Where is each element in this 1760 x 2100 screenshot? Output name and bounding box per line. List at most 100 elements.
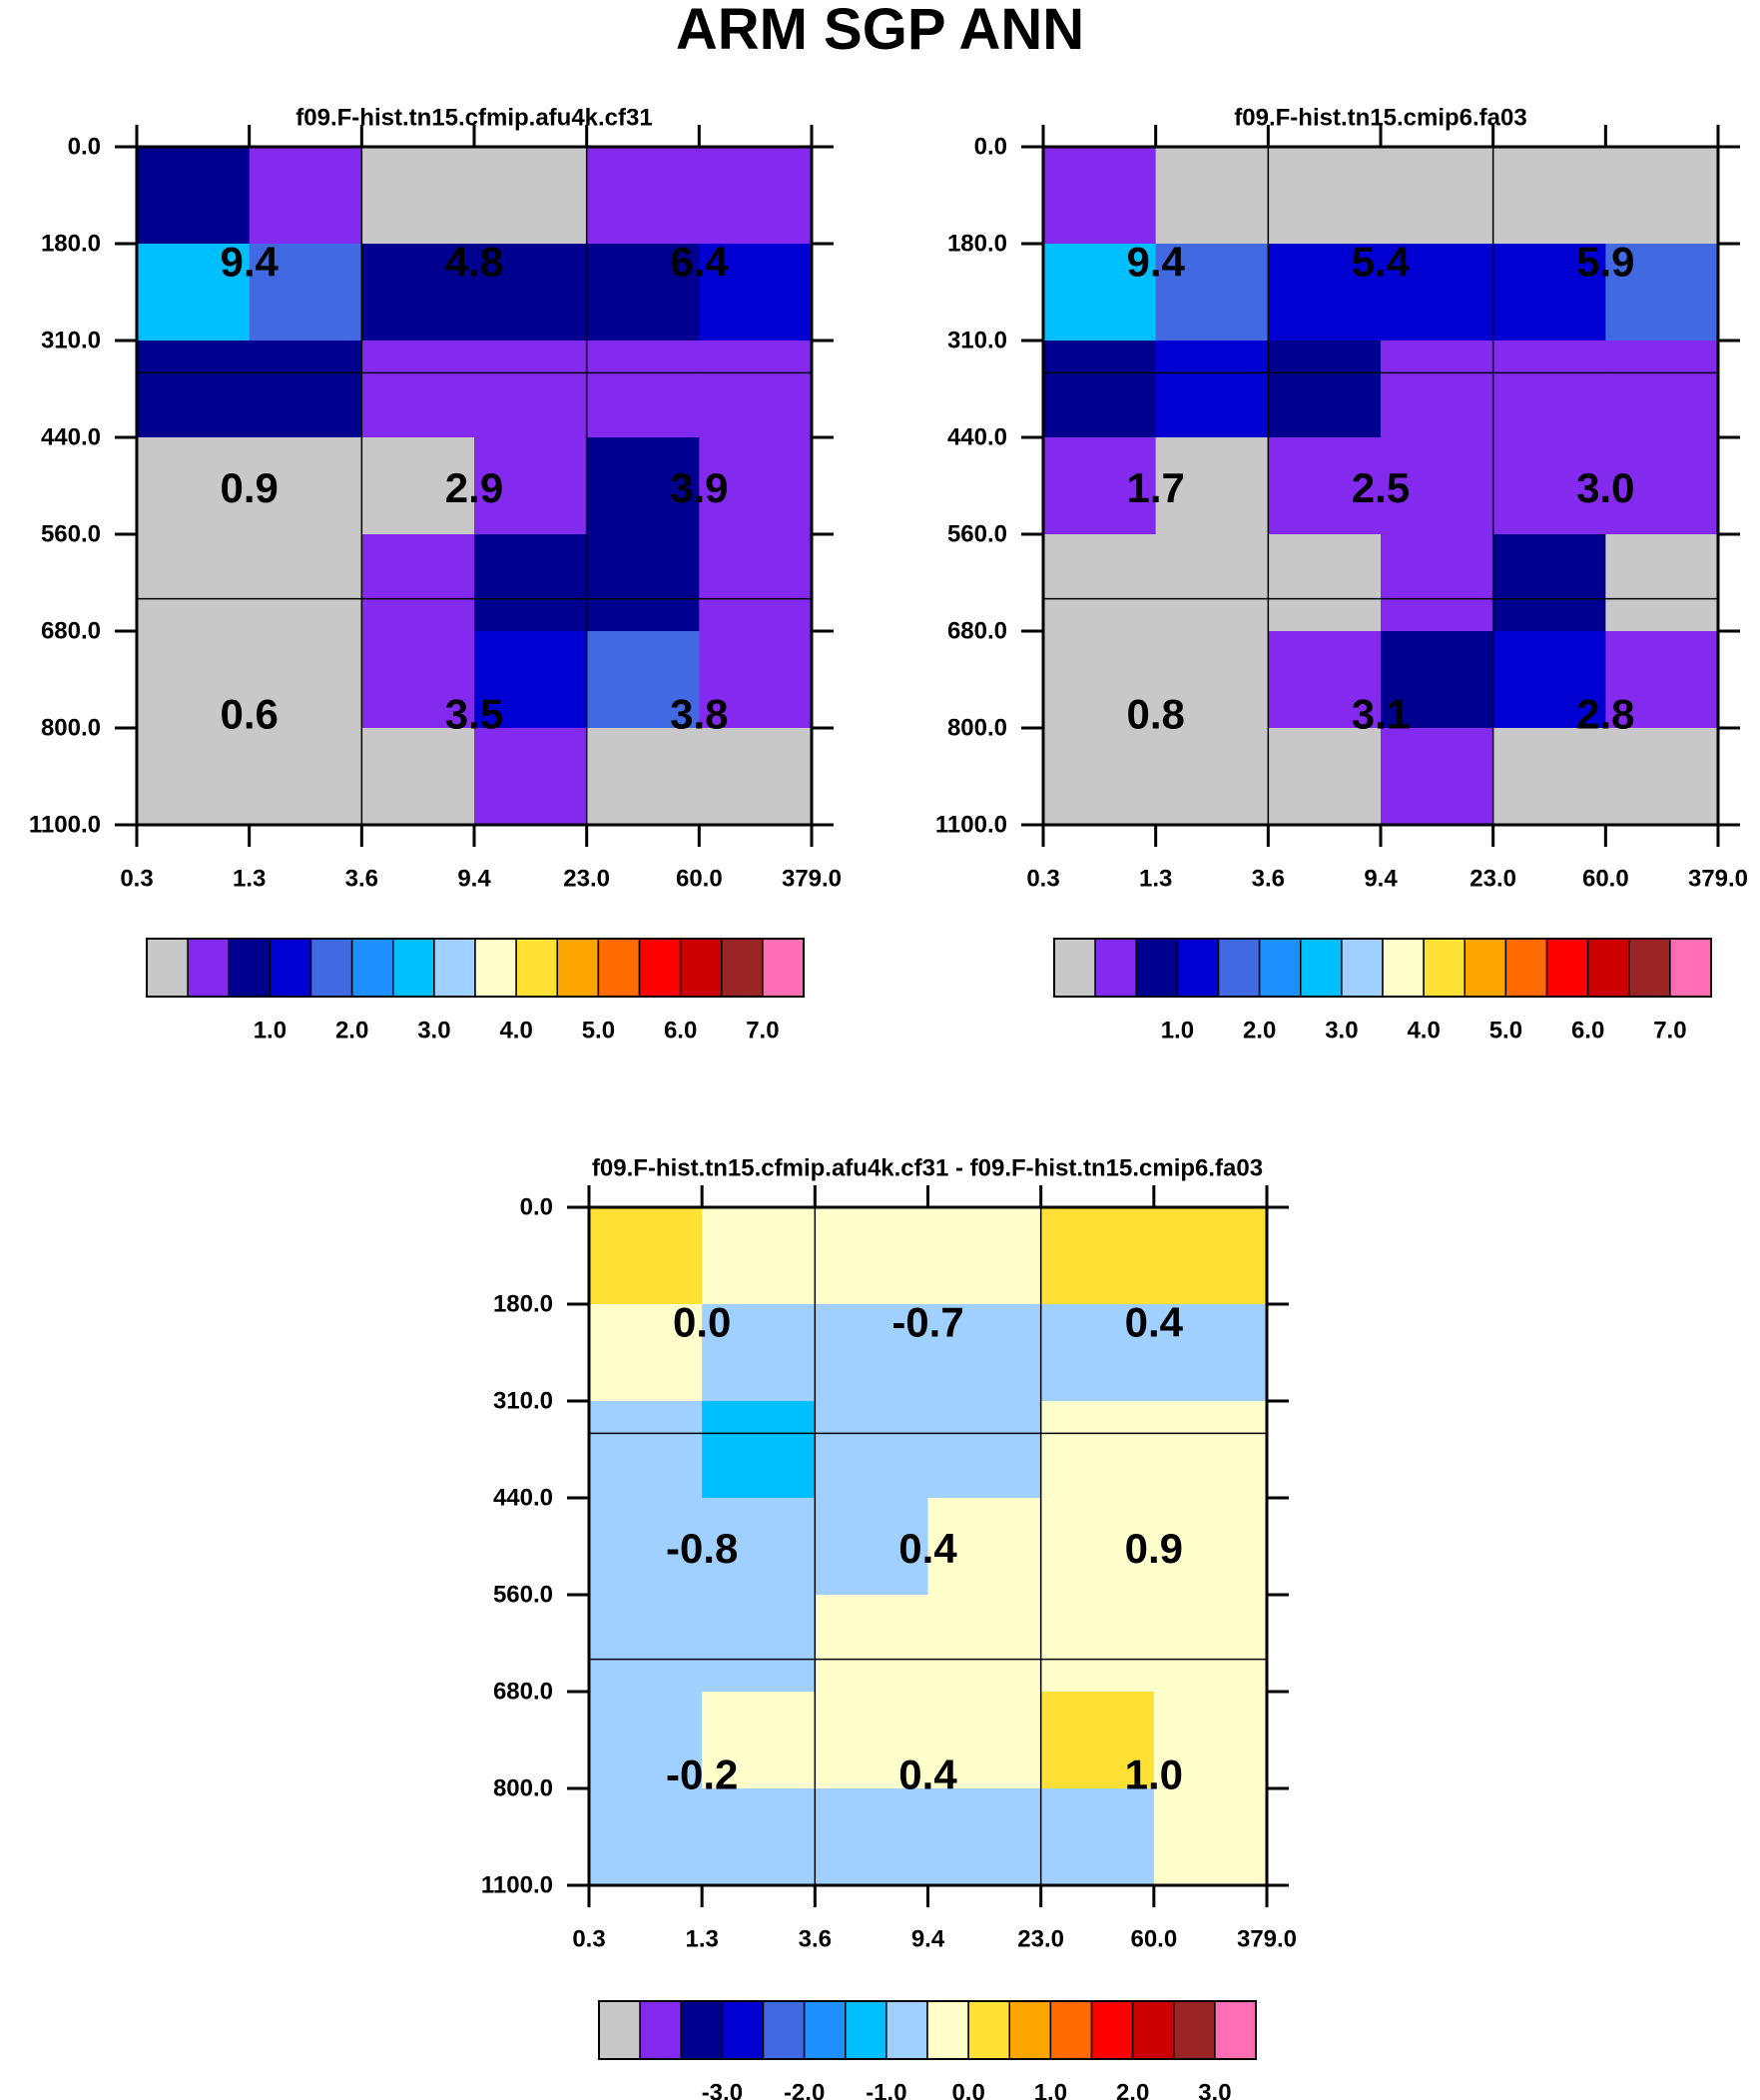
colorbar-swatch <box>228 938 272 998</box>
x-tick-label: 3.6 <box>1252 866 1285 893</box>
box-value-label: 4.8 <box>445 239 503 286</box>
heatmap-cell <box>589 1788 703 1886</box>
colorbar-swatch <box>803 2000 847 2060</box>
colorbar-swatch <box>721 2000 765 2060</box>
colorbar-swatch <box>1173 2000 1216 2060</box>
heatmap-cell <box>1153 1498 1268 1596</box>
colorbar-swatch <box>1423 938 1466 998</box>
heatmap-cell <box>361 341 475 438</box>
colorbar-label: 3.0 <box>417 1018 450 1045</box>
heatmap-cell <box>589 1401 703 1499</box>
heatmap-cell <box>1605 631 1719 729</box>
heatmap-cell <box>699 341 813 438</box>
colorbar-swatch <box>1628 938 1671 998</box>
colorbar-swatch <box>515 938 558 998</box>
colorbar-swatch <box>1586 938 1630 998</box>
box-value-label: 3.5 <box>445 690 503 737</box>
box-value-label: 3.0 <box>1576 464 1634 511</box>
heatmap-cell <box>1268 244 1382 342</box>
heatmap-cell <box>361 534 475 632</box>
heatmap-cell <box>1268 147 1382 245</box>
heatmap-cell <box>1040 1401 1155 1499</box>
x-tick-label: 23.0 <box>1017 1926 1064 1953</box>
heatmap-cell <box>702 1498 816 1596</box>
colorbar-swatch <box>350 938 394 998</box>
colorbar-label: 4.0 <box>499 1018 532 1045</box>
colorbar-swatch <box>680 2000 724 2060</box>
heatmap-cell <box>137 341 251 438</box>
colorbar-swatch <box>967 2000 1010 2060</box>
heatmap-cell <box>249 341 362 438</box>
heatmap-cell <box>815 1304 929 1402</box>
heatmap-cell <box>1492 341 1606 438</box>
heatmap-cell <box>1492 631 1606 729</box>
heatmap-cell <box>1043 244 1157 342</box>
x-tick-label: 3.6 <box>345 866 378 893</box>
colorbar-label: 1.0 <box>1161 1018 1194 1045</box>
colorbar-swatch <box>679 938 723 998</box>
colorbar-label: 1.0 <box>1034 2080 1067 2100</box>
heatmap-cell <box>1605 534 1719 632</box>
y-tick-label: 0.0 <box>68 134 101 161</box>
x-tick-label: 1.3 <box>233 866 266 893</box>
heatmap-cell <box>927 1498 1042 1596</box>
heatmap-cell <box>1492 437 1606 535</box>
colorbar-label: 1.0 <box>254 1018 287 1045</box>
box-value-label: 1.0 <box>1125 1750 1183 1797</box>
colorbar-swatch <box>474 938 517 998</box>
y-tick-label: 310.0 <box>947 328 1007 354</box>
colorbar-label: 5.0 <box>1489 1018 1522 1045</box>
colorbar-label: 2.0 <box>1116 2080 1149 2100</box>
heatmap-cell <box>361 728 475 826</box>
colorbar-swatch <box>762 2000 806 2060</box>
heatmap-cell <box>249 534 362 632</box>
colorbar-swatch <box>1131 2000 1175 2060</box>
heatmap-cell <box>1153 1788 1268 1886</box>
colorbar-label: -1.0 <box>866 2080 906 2100</box>
colorbar-swatch <box>269 938 312 998</box>
x-tick-label: 0.3 <box>120 866 153 893</box>
x-tick-label: 1.3 <box>1139 866 1172 893</box>
colorbar-swatch <box>762 938 805 998</box>
heatmap-cell <box>586 728 700 826</box>
heatmap-cell <box>589 1304 703 1402</box>
box-value-label: 0.9 <box>1125 1525 1183 1572</box>
colorbar-label: 6.0 <box>1571 1018 1604 1045</box>
heatmap-cell <box>361 631 475 729</box>
box-value-label: 3.8 <box>670 690 728 737</box>
heatmap-cell <box>1040 1304 1155 1402</box>
y-tick-label: 560.0 <box>41 521 101 548</box>
heatmap-cell <box>1492 728 1606 826</box>
heatmap-cell <box>249 631 362 729</box>
heatmap-cell <box>1381 728 1494 826</box>
colorbar-swatch <box>598 2000 641 2060</box>
y-tick-label: 800.0 <box>41 715 101 742</box>
heatmap-cell <box>1040 1788 1155 1886</box>
heatmap-cell <box>815 1788 929 1886</box>
heatmap-cell <box>699 147 813 245</box>
colorbar-swatch <box>1382 938 1425 998</box>
heatmap-cell <box>815 1401 929 1499</box>
colorbar-swatch <box>1300 938 1343 998</box>
heatmap-cell <box>474 534 588 632</box>
x-tick-label: 0.3 <box>1026 866 1059 893</box>
colorbar-label: 7.0 <box>746 1018 779 1045</box>
box-value-label: 3.9 <box>670 464 728 511</box>
heatmap-cell <box>1381 534 1494 632</box>
y-tick-label: 680.0 <box>41 618 101 645</box>
x-tick-label: 3.6 <box>799 1926 832 1953</box>
x-tick-label: 379.0 <box>1237 1926 1297 1953</box>
x-tick-label: 379.0 <box>1688 866 1748 893</box>
heatmap-cell <box>1492 147 1606 245</box>
heatmap-cell <box>1268 437 1382 535</box>
box-value-label: -0.2 <box>666 1750 738 1797</box>
heatmap-cell <box>137 147 251 245</box>
colorbar-swatch <box>392 938 435 998</box>
y-tick-label: 560.0 <box>947 521 1007 548</box>
heatmap-cell <box>1043 147 1157 245</box>
heatmap-cell <box>586 244 700 342</box>
heatmap-cell <box>1040 1498 1155 1596</box>
heatmap-cell <box>815 1207 929 1305</box>
heatmap-cell <box>137 244 251 342</box>
y-tick-label: 440.0 <box>947 424 1007 451</box>
